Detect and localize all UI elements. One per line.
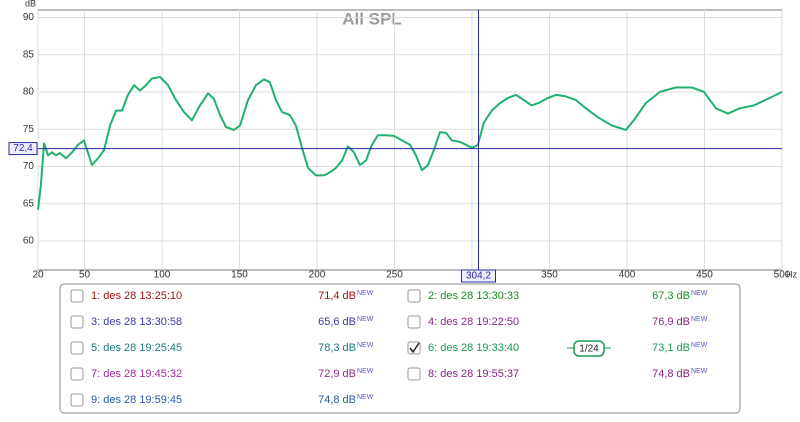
- new-tag: NEW: [691, 368, 708, 375]
- new-tag: NEW: [691, 290, 708, 297]
- measurement-value: 65,6 dB: [318, 316, 356, 328]
- x-tick-label: 250: [386, 270, 403, 281]
- y-tick-label: 85: [23, 49, 35, 60]
- x-tick-label: 50: [79, 270, 91, 281]
- cursor-y-box: [8, 142, 38, 156]
- measurement-value: 71,4 dB: [318, 290, 356, 302]
- checkmark: [409, 342, 420, 354]
- measurement-name[interactable]: 2: des 28 13:30:33: [428, 290, 519, 302]
- y-tick-label: 75: [23, 124, 35, 135]
- y-unit: dB: [25, 0, 36, 8]
- measurement-name[interactable]: 6: des 28 19:33:40: [428, 342, 519, 354]
- new-tag: NEW: [357, 394, 374, 401]
- chart-title: All SPL: [342, 9, 402, 28]
- new-tag: NEW: [691, 316, 708, 323]
- new-tag: NEW: [357, 342, 374, 349]
- x-tick-label: 200: [309, 270, 326, 281]
- checkbox[interactable]: [70, 341, 84, 355]
- checkbox[interactable]: [70, 289, 84, 303]
- measurement-value: 72,9 dB: [318, 368, 356, 380]
- measurement-name[interactable]: 8: des 28 19:55:37: [428, 368, 519, 380]
- x-tick-label: 20: [32, 270, 44, 281]
- checkbox[interactable]: [407, 289, 421, 303]
- new-tag: NEW: [357, 368, 374, 375]
- y-tick-label: 60: [23, 236, 35, 247]
- new-tag: NEW: [357, 290, 374, 297]
- y-tick-label: 90: [23, 12, 35, 23]
- cursor-y-label: 72,4: [13, 143, 33, 154]
- cursor-x-label: 304,2: [466, 271, 491, 282]
- x-tick-label: 100: [154, 270, 171, 281]
- y-tick-label: 65: [23, 198, 35, 209]
- x-tick-label: 500: [774, 270, 791, 281]
- checkbox[interactable]: [70, 393, 84, 407]
- new-tag: NEW: [691, 342, 708, 349]
- checkbox[interactable]: [407, 315, 421, 329]
- measurement-value: 76,9 dB: [652, 316, 690, 328]
- measurement-name[interactable]: 4: des 28 19:22:50: [428, 316, 519, 328]
- measurement-value: 74,8 dB: [652, 368, 690, 380]
- measurement-value: 78,3 dB: [318, 342, 356, 354]
- measurement-value: 67,3 dB: [652, 290, 690, 302]
- x-tick-label: 400: [619, 270, 636, 281]
- new-tag: NEW: [357, 316, 374, 323]
- x-tick-label: 450: [696, 270, 713, 281]
- plot-area: [37, 9, 783, 271]
- response-curve: [37, 76, 783, 210]
- checkbox[interactable]: [407, 367, 421, 381]
- measurement-name[interactable]: 3: des 28 13:30:58: [91, 316, 182, 328]
- measurement-name[interactable]: 1: des 28 13:25:10: [91, 290, 182, 302]
- x-unit: Hz: [786, 269, 797, 279]
- measurement-value: 73,1 dB: [652, 342, 690, 354]
- checkbox[interactable]: [70, 315, 84, 329]
- y-tick-label: 70: [23, 161, 35, 172]
- x-tick-label: 150: [231, 270, 248, 281]
- measurement-name[interactable]: 7: des 28 19:45:32: [91, 368, 182, 380]
- legend-panel: [59, 283, 741, 414]
- cursor-x-box: [461, 269, 497, 283]
- measurement-value: 74,8 dB: [318, 394, 356, 406]
- x-tick-label: 350: [541, 270, 558, 281]
- smoothing-label: 1/24: [579, 344, 599, 355]
- measurement-name[interactable]: 9: des 28 19:59:45: [91, 394, 182, 406]
- measurement-name[interactable]: 5: des 28 19:25:45: [91, 342, 182, 354]
- y-tick-label: 80: [23, 87, 35, 98]
- checkbox[interactable]: [70, 367, 84, 381]
